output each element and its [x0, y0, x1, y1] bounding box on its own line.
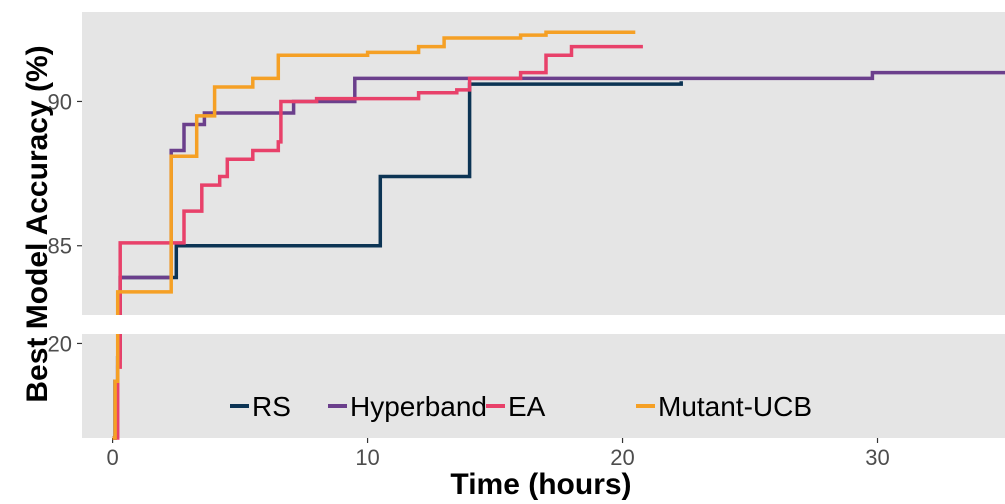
- legend-label-ea: EA: [508, 391, 546, 422]
- y-axis: 85 90 20: [48, 89, 82, 356]
- legend-label-rs: RS: [252, 391, 291, 422]
- x-axis: 0 10 20 30: [106, 438, 890, 470]
- x-tick-label: 20: [610, 445, 634, 470]
- y-axis-title: Best Model Accuracy (%): [21, 45, 54, 402]
- x-tick-label: 10: [355, 445, 379, 470]
- legend-label-hyperband: Hyperband: [350, 391, 487, 422]
- axis-break: [0, 315, 1005, 334]
- y-tick-label: 85: [48, 234, 72, 259]
- x-tick-label: 30: [865, 445, 889, 470]
- series-line-ea: [112, 44, 643, 440]
- y-tick-label: 20: [48, 331, 72, 356]
- legend: RS Hyperband EA Mutant-UCB: [230, 391, 812, 422]
- series-line-mutant-ucb: [112, 30, 636, 440]
- x-axis-title: Time (hours): [450, 468, 631, 501]
- panel-lower: [82, 334, 1005, 438]
- panel-upper: [82, 12, 1005, 315]
- legend-label-mutant-ucb: Mutant-UCB: [658, 391, 812, 422]
- series-layer: [0, 30, 1005, 440]
- x-tick-label: 0: [106, 445, 118, 470]
- y-tick-label: 90: [48, 89, 72, 114]
